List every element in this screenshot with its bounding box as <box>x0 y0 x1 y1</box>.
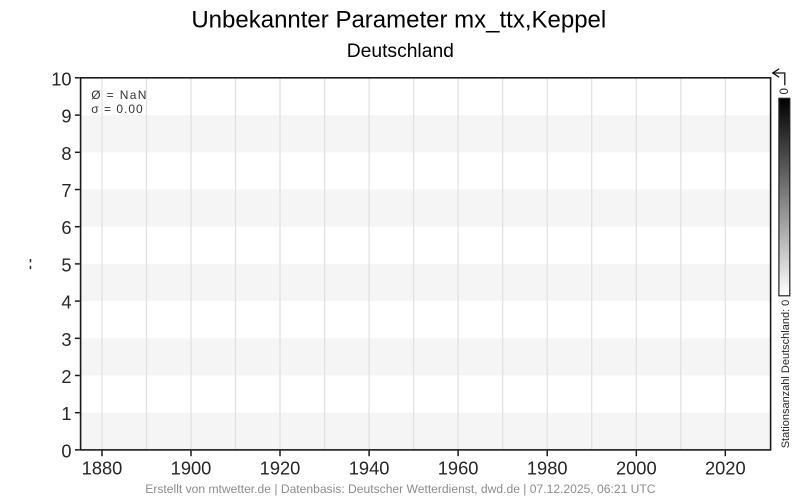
svg-text:1880: 1880 <box>82 458 123 479</box>
svg-text:Deutschland: Deutschland <box>347 41 454 62</box>
svg-text:Ø = NaN: Ø = NaN <box>91 88 147 102</box>
svg-text:10: 10 <box>51 68 71 89</box>
svg-text:1900: 1900 <box>171 458 212 479</box>
svg-text:2000: 2000 <box>616 458 657 479</box>
svg-text:Stationsanzahl Deutschland: 0: Stationsanzahl Deutschland: 0 <box>780 300 792 449</box>
svg-text:5: 5 <box>61 254 71 275</box>
svg-text:1980: 1980 <box>527 458 568 479</box>
svg-text:2020: 2020 <box>705 458 746 479</box>
svg-text:1920: 1920 <box>260 458 301 479</box>
svg-text:2: 2 <box>61 366 71 387</box>
svg-text:Unbekannter Parameter mx_ttx,K: Unbekannter Parameter mx_ttx,Keppel <box>191 6 606 33</box>
svg-text:8: 8 <box>61 143 71 164</box>
svg-text:Erstellt von mtwetter.de | Dat: Erstellt von mtwetter.de | Datenbasis: D… <box>145 482 655 496</box>
svg-text:1940: 1940 <box>349 458 390 479</box>
svg-text:6: 6 <box>61 217 71 238</box>
svg-text:1: 1 <box>61 403 71 424</box>
svg-text:3: 3 <box>61 329 71 350</box>
svg-text:σ = 0.00: σ = 0.00 <box>91 102 143 116</box>
svg-text:0: 0 <box>779 88 791 94</box>
svg-text:4: 4 <box>61 292 71 313</box>
svg-text:1960: 1960 <box>438 458 479 479</box>
svg-text:0: 0 <box>61 440 71 461</box>
svg-text:9: 9 <box>61 106 71 127</box>
svg-text:7: 7 <box>61 180 71 201</box>
